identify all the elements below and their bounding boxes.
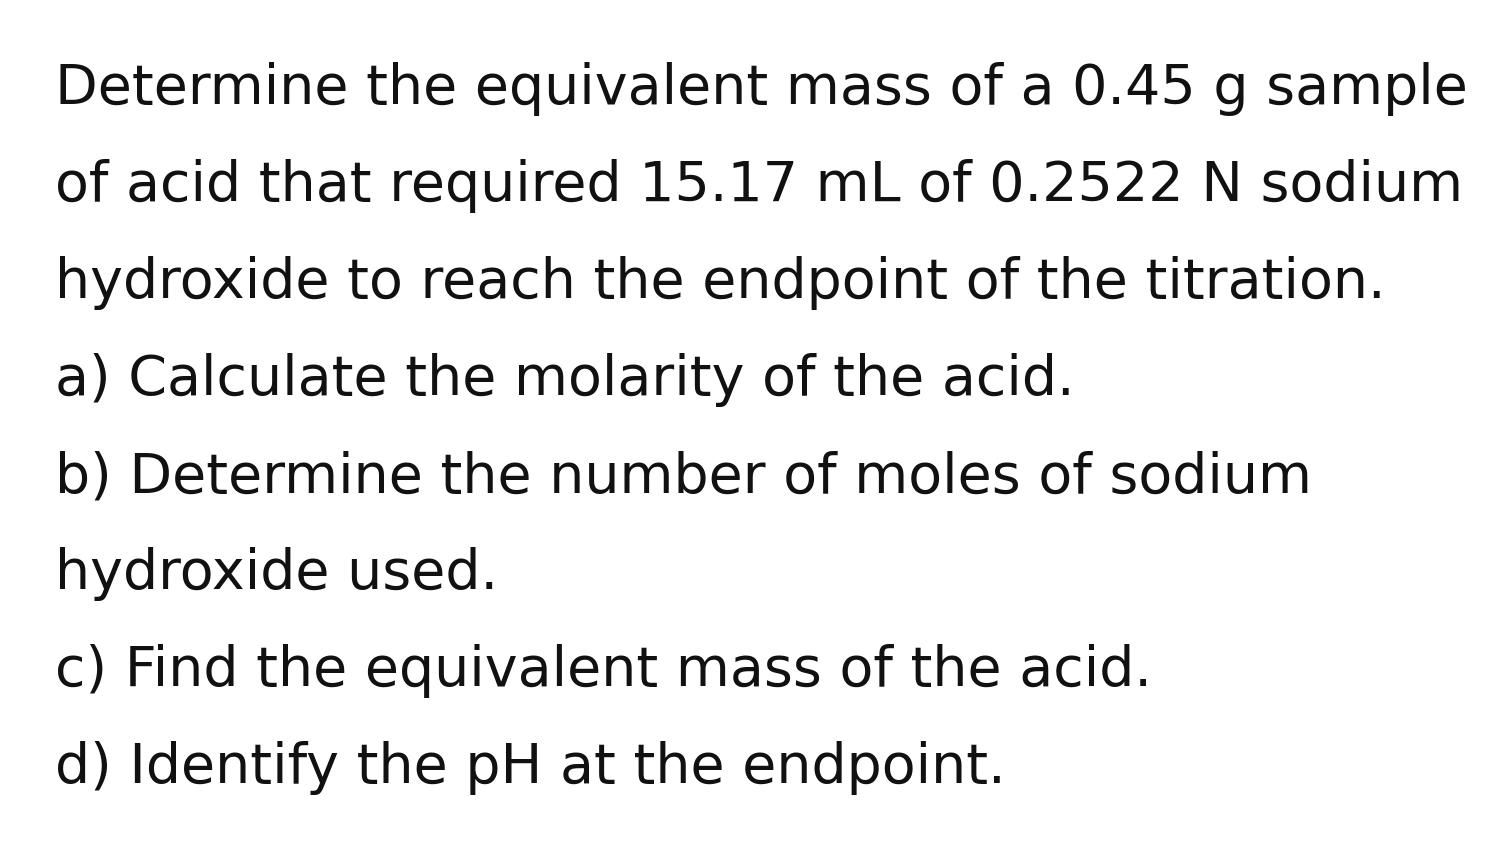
Text: hydroxide to reach the endpoint of the titration.: hydroxide to reach the endpoint of the t… xyxy=(56,256,1386,310)
Text: Determine the equivalent mass of a 0.45 g sample: Determine the equivalent mass of a 0.45 … xyxy=(56,62,1468,116)
Text: a) Calculate the molarity of the acid.: a) Calculate the molarity of the acid. xyxy=(56,353,1074,407)
Text: of acid that required 15.17 mL of 0.2522 N sodium: of acid that required 15.17 mL of 0.2522… xyxy=(56,159,1462,213)
Text: hydroxide used.: hydroxide used. xyxy=(56,547,498,601)
Text: c) Find the equivalent mass of the acid.: c) Find the equivalent mass of the acid. xyxy=(56,644,1152,698)
Text: d) Identify the pH at the endpoint.: d) Identify the pH at the endpoint. xyxy=(56,741,1005,795)
Text: b) Determine the number of moles of sodium: b) Determine the number of moles of sodi… xyxy=(56,450,1312,504)
